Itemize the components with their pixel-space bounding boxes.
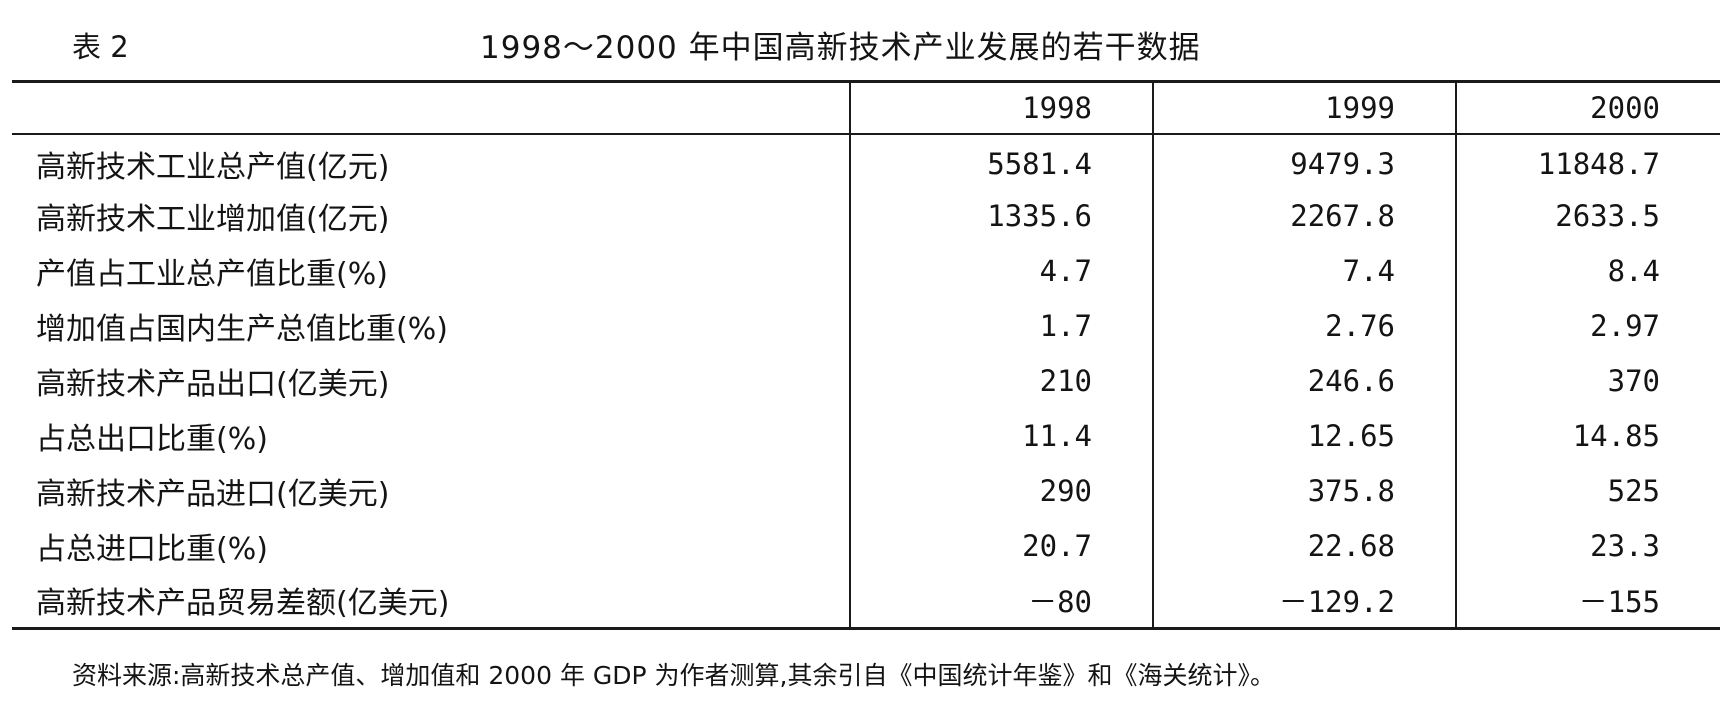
row-label: 产值占工业总产值比重(%) <box>36 257 388 292</box>
row-label: 高新技术工业增加值(亿元) <box>36 202 390 237</box>
statistics-table: 1998 1999 2000 高新技术工业总产值(亿元) 5581.4 9479… <box>12 80 1720 630</box>
table-row: 高新技术工业总产值(亿元) 5581.4 9479.3 11848.7 <box>12 133 1720 189</box>
table-row: 高新技术产品出口(亿美元) 210 246.6 370 <box>12 353 1720 409</box>
table-number: 表 2 <box>72 30 129 64</box>
value-1999: －129.2 <box>1152 573 1456 630</box>
value-1999: 22.68 <box>1152 518 1456 574</box>
header-year-1998: 1998 <box>849 80 1153 135</box>
table-row: 产值占工业总产值比重(%) 4.7 7.4 8.4 <box>12 243 1720 299</box>
value-2000: 525 <box>1455 463 1720 519</box>
table-row: 增加值占国内生产总值比重(%) 1.7 2.76 2.97 <box>12 298 1720 354</box>
table-header-row: 1998 1999 2000 <box>12 80 1720 135</box>
table-title: 1998～2000 年中国高新技术产业发展的若干数据 <box>480 30 1201 66</box>
value-1998: 290 <box>849 463 1153 519</box>
table-caption: 表 2 1998～2000 年中国高新技术产业发展的若干数据 <box>0 18 1720 72</box>
table-row: 占总出口比重(%) 11.4 12.65 14.85 <box>12 408 1720 464</box>
row-label: 增加值占国内生产总值比重(%) <box>36 312 448 347</box>
value-1999: 7.4 <box>1152 243 1456 299</box>
row-label: 高新技术产品贸易差额(亿美元) <box>12 573 850 630</box>
value-1999: 246.6 <box>1152 353 1456 409</box>
value-1999: 12.65 <box>1152 408 1456 464</box>
value-2000: 2.97 <box>1455 298 1720 354</box>
header-blank-cell <box>12 80 850 135</box>
table-row: 高新技术产品进口(亿美元) 290 375.8 525 <box>12 463 1720 519</box>
source-note: 资料来源:高新技术总产值、增加值和 2000 年 GDP 为作者测算,其余引自《… <box>72 661 1275 690</box>
value-1999: 2.76 <box>1152 298 1456 354</box>
value-1998: 20.7 <box>849 518 1153 574</box>
value-2000: 11848.7 <box>1455 133 1720 189</box>
row-label: 占总出口比重(%) <box>36 422 268 457</box>
row-label: 高新技术产品进口(亿美元) <box>36 477 390 512</box>
row-label: 占总进口比重(%) <box>36 532 268 567</box>
value-2000: －155 <box>1455 573 1720 630</box>
value-2000: 8.4 <box>1455 243 1720 299</box>
value-1999: 9479.3 <box>1152 133 1456 189</box>
table-row: 高新技术工业增加值(亿元) 1335.6 2267.8 2633.5 <box>12 188 1720 244</box>
table-row: 高新技术产品贸易差额(亿美元) －80 －129.2 －155 <box>12 573 1720 630</box>
value-2000: 2633.5 <box>1455 188 1720 244</box>
value-1998: 4.7 <box>849 243 1153 299</box>
value-2000: 370 <box>1455 353 1720 409</box>
value-2000: 14.85 <box>1455 408 1720 464</box>
value-1999: 2267.8 <box>1152 188 1456 244</box>
value-1999: 375.8 <box>1152 463 1456 519</box>
value-1998: 11.4 <box>849 408 1153 464</box>
value-1998: 1335.6 <box>849 188 1153 244</box>
row-label: 高新技术产品出口(亿美元) <box>36 367 390 402</box>
row-label: 高新技术工业总产值(亿元) <box>36 150 390 185</box>
value-2000: 23.3 <box>1455 518 1720 574</box>
header-year-2000: 2000 <box>1455 80 1720 135</box>
table-row: 占总进口比重(%) 20.7 22.68 23.3 <box>12 518 1720 574</box>
value-1998: －80 <box>849 573 1153 630</box>
value-1998: 1.7 <box>849 298 1153 354</box>
value-1998: 5581.4 <box>849 133 1153 189</box>
header-year-1999: 1999 <box>1152 80 1456 135</box>
value-1998: 210 <box>849 353 1153 409</box>
